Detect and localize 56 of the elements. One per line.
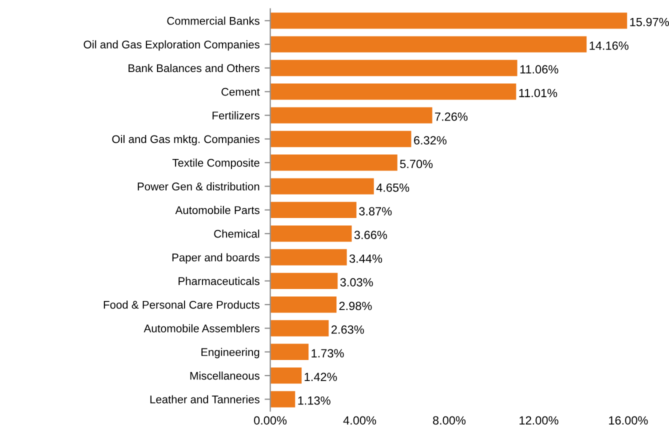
- data-label: 2.98%: [339, 302, 372, 310]
- bar: [270, 296, 338, 314]
- data-label: 1.13%: [298, 396, 330, 405]
- data-label: 11.06%: [520, 65, 558, 74]
- x-tick-label: 8.00%: [433, 416, 466, 425]
- y-tick-label: Automobile Parts: [175, 206, 260, 214]
- y-tick-label: Bank Balances and Others: [128, 64, 260, 72]
- bar: [270, 106, 434, 124]
- y-tick-label: Automobile Assemblers: [144, 324, 260, 332]
- x-tick-label: 4.00%: [343, 416, 376, 425]
- y-tick-label: Miscellaneous: [190, 372, 260, 380]
- x-tick-label: 16.00%: [609, 416, 648, 425]
- bar: [270, 12, 628, 30]
- bar: [270, 201, 358, 219]
- y-tick-label: Chemical: [214, 230, 260, 238]
- x-tick-label: 12.00%: [520, 416, 558, 425]
- y-tick-label: Commercial Banks: [167, 16, 260, 25]
- data-label: 3.87%: [359, 207, 392, 216]
- bar: [270, 272, 338, 290]
- data-label: 14.16%: [590, 42, 628, 50]
- data-label: 4.65%: [376, 183, 410, 192]
- y-tick-label: Pharmaceuticals: [178, 276, 260, 286]
- y-tick-label: Leather and Tanneries: [150, 395, 260, 404]
- data-label: 5.70%: [400, 160, 433, 168]
- bar: [270, 59, 518, 77]
- y-tick-label: Power Gen & distribution: [138, 182, 260, 190]
- y-tick-label: Textile Composite: [172, 158, 260, 169]
- bar: [270, 154, 398, 172]
- data-label: 15.97%: [630, 18, 669, 26]
- bar: [270, 390, 296, 408]
- bar: [270, 177, 375, 196]
- bar: [270, 366, 302, 385]
- y-tick-label: Food & Personal Care Products: [104, 300, 260, 309]
- bar: [270, 35, 588, 54]
- data-label: 6.32%: [414, 136, 446, 145]
- bar: [270, 224, 353, 243]
- bar: [270, 342, 310, 361]
- y-tick-label: Engineering: [201, 348, 260, 358]
- data-label: 1.42%: [304, 372, 337, 382]
- data-label: 1.73%: [312, 349, 344, 358]
- data-label: 3.03%: [340, 278, 373, 286]
- bar: [270, 82, 517, 101]
- x-tick-label: 0.00%: [254, 416, 287, 425]
- data-label: 3.66%: [354, 230, 387, 240]
- bar: [270, 248, 348, 266]
- data-label: 11.01%: [519, 88, 558, 98]
- bar: [270, 130, 412, 148]
- y-tick-label: Oil and Gas Exploration Companies: [84, 40, 260, 51]
- data-label: 7.26%: [435, 112, 468, 121]
- y-tick-label: Fertilizers: [212, 111, 260, 120]
- y-tick-label: Oil and Gas mktg. Companies: [112, 134, 260, 146]
- y-tick-label: Cement: [222, 88, 260, 96]
- data-label: 3.44%: [349, 254, 382, 263]
- bar: [270, 319, 330, 338]
- data-label: 2.63%: [331, 325, 364, 334]
- y-tick-label: Paper and boards: [172, 253, 260, 264]
